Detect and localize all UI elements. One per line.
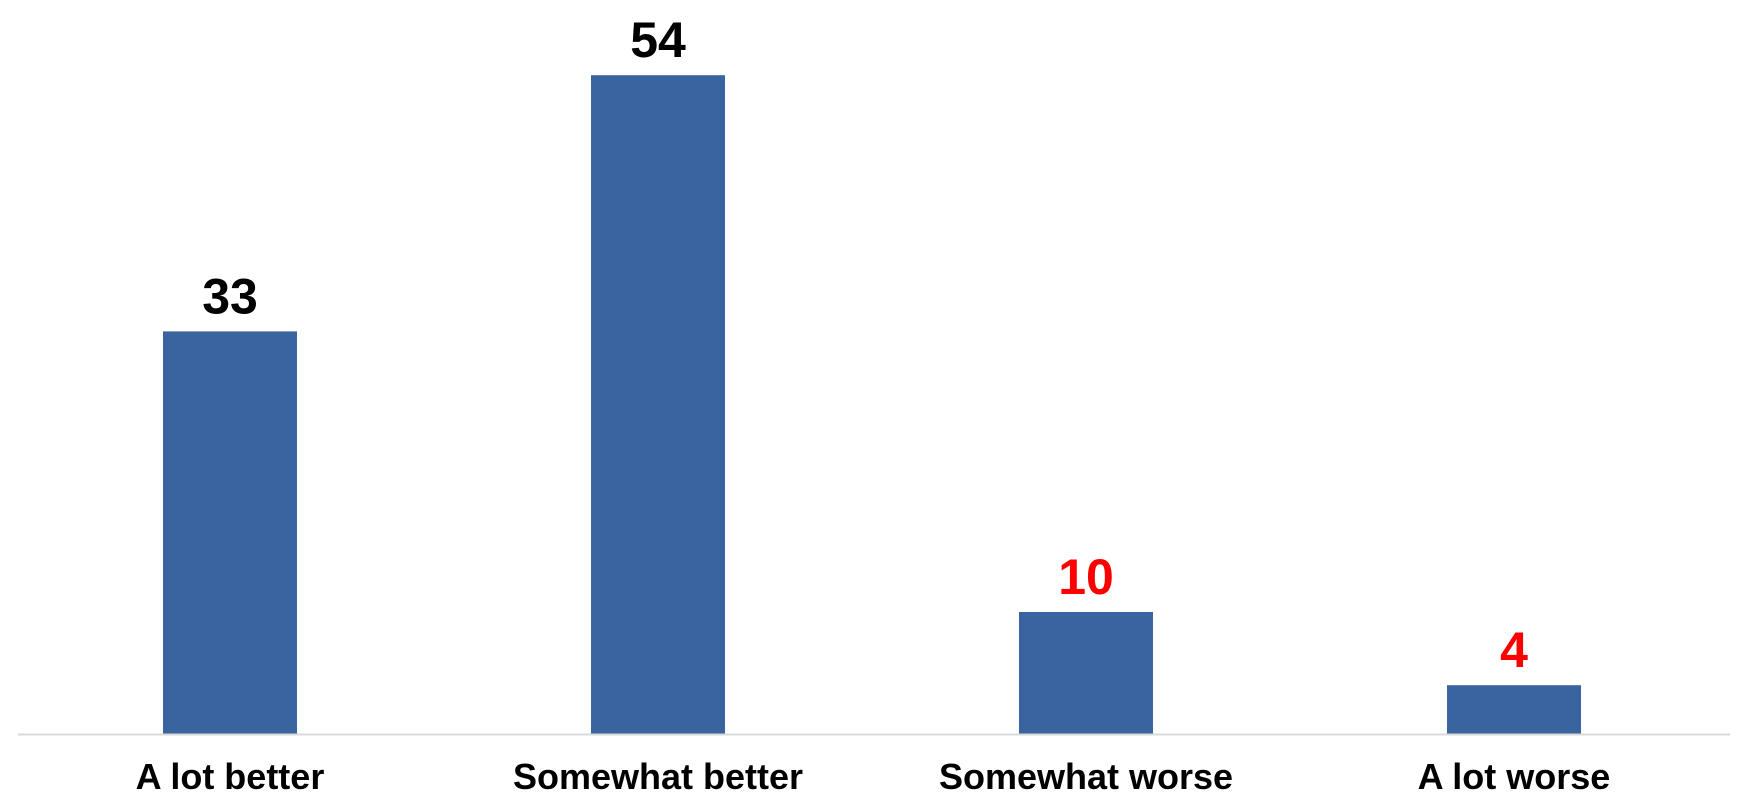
category-label: Somewhat worse bbox=[939, 756, 1233, 794]
data-label: 10 bbox=[1058, 549, 1114, 605]
bar bbox=[1447, 685, 1581, 734]
bar bbox=[1019, 612, 1153, 734]
bar bbox=[591, 75, 725, 734]
category-label: Somewhat better bbox=[513, 756, 803, 794]
category-label: A lot better bbox=[136, 756, 325, 794]
data-label: 4 bbox=[1500, 622, 1528, 678]
bars-layer bbox=[163, 75, 1581, 734]
value-labels-layer: 33 54 10 4 bbox=[202, 12, 1528, 678]
category-labels-layer: A lot better Somewhat better Somewhat wors… bbox=[136, 756, 1611, 797]
bar bbox=[163, 331, 297, 734]
data-label: 54 bbox=[630, 12, 686, 68]
category-label: A lot worse bbox=[1418, 756, 1611, 794]
data-label: 33 bbox=[202, 268, 258, 324]
